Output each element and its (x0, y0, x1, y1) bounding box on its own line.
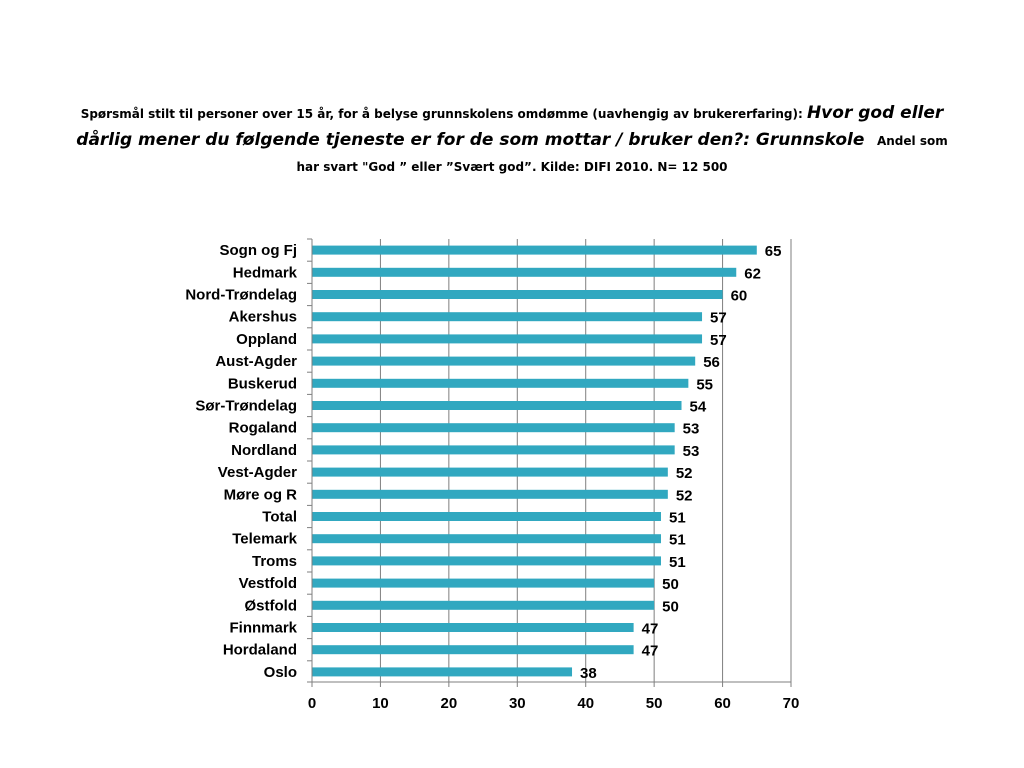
value-label: 52 (676, 487, 693, 504)
category-label: Nordland (231, 442, 297, 459)
x-tick-label: 70 (783, 695, 800, 712)
bar (312, 467, 668, 477)
category-label: Troms (252, 553, 297, 570)
axes (307, 238, 792, 687)
category-label: Finnmark (229, 620, 297, 637)
bar (312, 578, 655, 588)
value-label: 56 (703, 354, 720, 371)
x-tick-label: 0 (308, 695, 316, 712)
category-label: Møre og R (224, 486, 297, 503)
value-label: 62 (744, 265, 761, 282)
value-label: 51 (669, 554, 686, 571)
bars (312, 245, 757, 677)
value-label: 55 (696, 376, 713, 393)
category-label: Akershus (229, 309, 297, 326)
labels: 0 10 20 30 40 50 60 70 Sogn og Fj 65 Hedmark 62 Nord… (185, 242, 799, 712)
value-label: 65 (765, 243, 782, 260)
category-label: Hordaland (223, 642, 297, 659)
bar (312, 645, 634, 655)
value-label: 47 (642, 621, 659, 638)
bar (312, 290, 723, 299)
value-label: 47 (642, 643, 659, 660)
value-label: 57 (710, 332, 727, 349)
category-label: Sør-Trøndelag (195, 398, 297, 415)
category-label: Hedmark (233, 264, 298, 281)
bar (312, 334, 703, 344)
value-label: 50 (662, 576, 679, 593)
category-label: Buskerud (228, 375, 297, 392)
bar (312, 556, 661, 566)
title-intro: Spørsmål stilt til personer over 15 år, … (80, 107, 803, 121)
category-label: Telemark (232, 531, 297, 548)
category-label: Sogn og Fj (220, 242, 297, 259)
bar (312, 600, 655, 610)
grid-lines (379, 239, 792, 682)
bar (312, 445, 675, 455)
bar (312, 512, 661, 521)
title-note: Andel som har svart "God ” eller ”Svært … (296, 134, 948, 174)
category-label: Oppland (236, 331, 297, 348)
value-label: 60 (731, 288, 748, 305)
title-question: Hvor god eller dårlig mener du følgende … (76, 103, 944, 150)
x-tick-label: 20 (441, 695, 458, 712)
value-label: 51 (669, 532, 686, 549)
category-label: Østfold (245, 597, 298, 614)
bar (312, 667, 573, 677)
category-label: Vestfold (239, 575, 297, 592)
bar (312, 489, 668, 499)
x-tick-label: 50 (646, 695, 663, 712)
bar (312, 401, 682, 410)
chart-title: Spørsmål stilt til personer over 15 år, … (70, 100, 954, 180)
x-tick-label: 60 (714, 695, 731, 712)
bar (312, 423, 675, 433)
bar (312, 378, 689, 388)
value-label: 50 (662, 598, 679, 615)
x-tick-label: 10 (372, 695, 389, 712)
value-label: 52 (676, 465, 693, 482)
value-label: 38 (580, 665, 597, 682)
bar (312, 267, 737, 277)
bar (312, 534, 661, 544)
x-tick-label: 30 (509, 695, 526, 712)
value-label: 54 (690, 399, 707, 416)
category-label: Oslo (264, 664, 297, 681)
bar (312, 312, 703, 322)
value-label: 53 (683, 443, 700, 460)
category-label: Vest-Agder (218, 464, 297, 481)
category-label: Aust-Agder (215, 353, 297, 370)
value-label: 51 (669, 510, 686, 527)
bar (312, 356, 696, 366)
value-label: 53 (683, 421, 700, 438)
x-tick-label: 40 (577, 695, 594, 712)
category-label: Total (262, 509, 297, 526)
bar (312, 245, 757, 255)
category-label: Nord-Trøndelag (185, 287, 297, 304)
bar (312, 623, 634, 632)
value-label: 57 (710, 310, 727, 327)
category-label: Rogaland (229, 420, 297, 437)
